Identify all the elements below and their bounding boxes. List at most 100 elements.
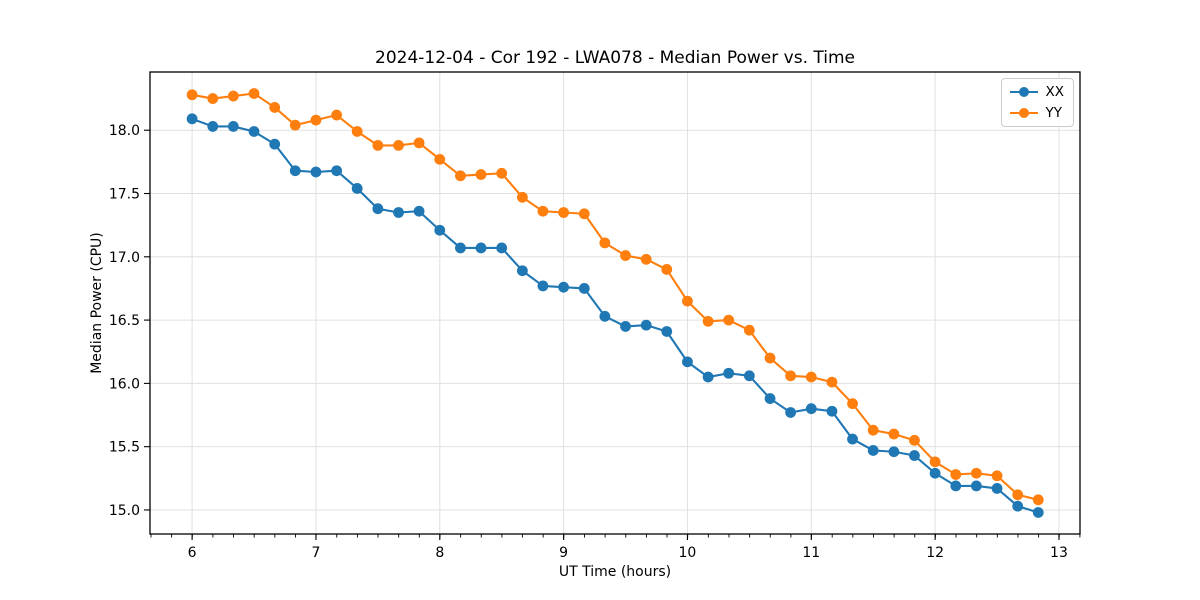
data-point (682, 295, 693, 307)
x-tick-label: 7 (311, 545, 320, 561)
legend-line-marker-yy (1009, 108, 1038, 118)
data-point (970, 467, 982, 479)
data-point (723, 314, 735, 326)
data-point (1012, 500, 1024, 512)
data-point (929, 456, 941, 468)
data-point (269, 138, 281, 150)
data-point (434, 224, 446, 236)
data-point (496, 167, 508, 179)
data-point (434, 153, 446, 165)
data-point (248, 88, 260, 99)
y-tick-label: 16.0 (109, 376, 140, 392)
data-point (867, 424, 879, 436)
data-point (743, 324, 755, 336)
data-point (599, 237, 611, 249)
data-point (847, 433, 858, 445)
data-point (805, 371, 817, 383)
x-tick-label: 8 (435, 545, 444, 561)
y-tick-label: 15.0 (109, 503, 140, 519)
x-tick-label: 11 (802, 545, 820, 561)
data-point (578, 208, 590, 220)
data-point (351, 183, 363, 194)
data-point (620, 250, 631, 261)
data-point (805, 403, 817, 415)
data-point (578, 283, 590, 294)
data-point (227, 90, 239, 102)
data-point (372, 140, 384, 151)
data-point (764, 393, 776, 404)
axis-ticks (144, 129, 1060, 540)
data-point (847, 398, 858, 410)
data-point (289, 165, 301, 177)
y-tick-label: 17.0 (109, 250, 140, 266)
legend-label-yy: YY (1045, 105, 1063, 121)
data-point (331, 165, 343, 177)
x-tick-label: 13 (1050, 545, 1068, 561)
data-point (867, 445, 879, 456)
y-tick-label: 17.5 (109, 187, 140, 203)
data-point (991, 483, 1003, 494)
x-tick-label: 9 (559, 545, 568, 561)
data-point (475, 242, 487, 254)
legend-label-xx: XX (1045, 84, 1065, 100)
data-point (682, 356, 693, 368)
data-point (455, 242, 466, 254)
legend-item-xx: XX (1009, 84, 1065, 100)
legend-dot-icon (1018, 87, 1029, 97)
data-point (785, 407, 796, 418)
series-yy (186, 88, 1044, 506)
data-point (970, 480, 982, 492)
data-point (909, 434, 920, 446)
data-point (1012, 489, 1024, 501)
data-point (496, 242, 508, 254)
data-point (640, 253, 652, 265)
legend: XX YY (1000, 78, 1074, 127)
data-point (227, 121, 239, 132)
y-tick-label: 15.5 (109, 440, 140, 456)
data-point (620, 321, 631, 332)
data-point (888, 446, 900, 458)
data-point (888, 428, 900, 440)
data-point (207, 121, 219, 132)
grid-lines (150, 72, 1080, 534)
data-point (331, 109, 343, 121)
y-axis-label: Median Power (CPU) (89, 232, 105, 374)
data-point (929, 467, 941, 479)
legend-item-yy: YY (1009, 105, 1065, 121)
x-tick-label: 12 (926, 545, 944, 561)
data-point (310, 114, 322, 126)
data-point (826, 376, 838, 388)
data-point (826, 405, 838, 417)
tick-labels: 6 7 8 9 10 11 12 13 15.0 15.5 16.0 16.5 17.0 17.5 18.0 (109, 123, 1068, 561)
data-point (1032, 494, 1044, 506)
data-point (661, 326, 673, 337)
data-point (537, 280, 549, 292)
data-point (413, 205, 425, 217)
data-point (723, 367, 735, 379)
data-point (558, 281, 570, 293)
data-point (393, 207, 404, 218)
x-tick-label: 10 (679, 545, 697, 561)
legend-dot-icon (1018, 108, 1029, 118)
data-point (269, 102, 281, 113)
data-point (909, 450, 920, 461)
data-point (310, 166, 322, 178)
data-point (950, 480, 962, 492)
data-point (599, 310, 611, 322)
data-point (743, 370, 755, 382)
data-point (516, 191, 528, 203)
data-point (558, 207, 570, 218)
data-point (537, 205, 549, 217)
data-point (475, 169, 487, 180)
data-point (289, 119, 301, 131)
legend-line-marker-xx (1009, 87, 1038, 97)
x-axis-label: UT Time (hours) (558, 564, 672, 580)
data-point (248, 126, 260, 137)
y-tick-label: 18.0 (109, 123, 140, 139)
data-point (393, 140, 404, 151)
data-point (413, 137, 425, 149)
series-xx (186, 113, 1044, 518)
data-point (516, 265, 528, 277)
data-point (455, 170, 466, 182)
